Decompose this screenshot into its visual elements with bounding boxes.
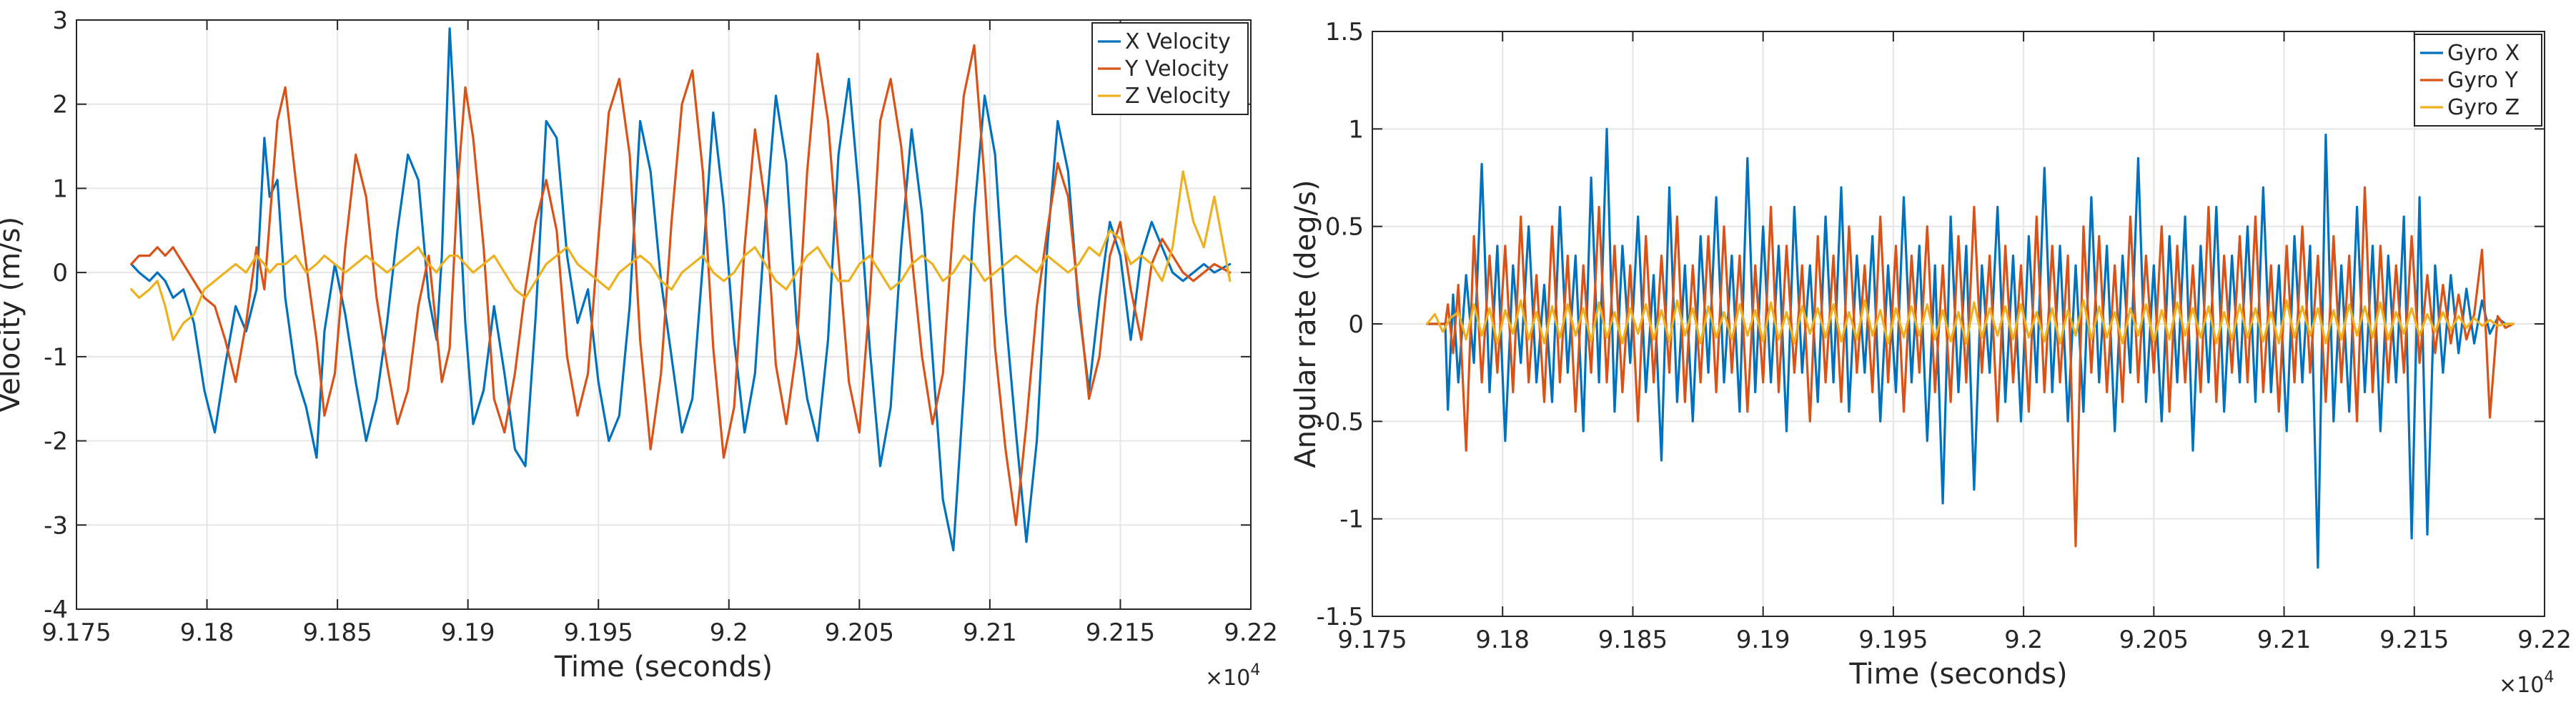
y-tick-label: 1 [1348,115,1364,144]
series-line-gyro-y [1425,186,2515,548]
velocity-chart: 9.175 9.18 9.185 9.19 9.195 9.2 9.205 9.21 9.215… [0,6,1278,691]
y-tick-label: -1 [1339,506,1364,534]
y-tick-label: -3 [44,511,68,540]
legend-entry: Gyro X [2447,41,2520,66]
gyro-x-axis-label: Time (seconds) [1848,658,2067,691]
legend-entry: Y Velocity [1124,56,1229,82]
y-tick-label: -0.5 [1317,408,1364,436]
x-tick-label: 9.195 [564,618,633,647]
x-tick-label: 9.175 [1337,626,1407,654]
velocity-series [130,27,1232,552]
y-tick-label: -1 [44,343,68,372]
gyro-chart: 9.175 9.18 9.185 9.19 9.195 9.2 9.205 9.21 9.215… [1289,18,2572,698]
x-tick-label: 9.18 [180,618,234,647]
y-tick-label: 1.5 [1325,18,1364,46]
series-line-gyro-z [1425,299,2515,345]
x-tick-label: 9.21 [963,618,1017,647]
legend-entry: Gyro Z [2447,95,2520,120]
series-line-y-velocity [130,44,1232,526]
x-tick-label: 9.18 [1475,626,1530,654]
velocity-axes-box [76,19,1252,610]
multiplier-base: ×10 [2499,673,2544,698]
x-tick-label: 9.19 [1736,626,1790,654]
gyro-series [1425,127,2515,569]
series-line-z-velocity [130,170,1232,341]
x-tick-label: 9.185 [302,618,372,647]
multiplier-exponent: 4 [1250,661,1260,679]
x-tick-label: 9.21 [2257,626,2312,654]
x-tick-label: 9.2 [710,618,748,647]
y-tick-label: 0 [52,259,68,287]
x-tick-label: 9.2 [2004,626,2043,654]
x-tick-label: 9.205 [825,618,894,647]
series-line-x-velocity [130,27,1232,552]
y-tick-label: 3 [52,6,68,35]
legend-entry: Gyro Y [2447,68,2519,93]
velocity-y-axis-label: Velocity (m/s) [0,217,26,413]
x-tick-label: 9.22 [1224,618,1278,647]
x-tick-label: 9.205 [2119,626,2189,654]
velocity-x-axis-label: Time (seconds) [554,651,773,684]
multiplier-base: ×10 [1205,666,1250,691]
y-tick-label: 0 [1348,310,1364,339]
legend-entry: Z Velocity [1125,84,1231,109]
x-tick-label: 9.195 [1858,626,1928,654]
gyro-x-multiplier: ×104 [2499,669,2554,698]
x-tick-label: 9.185 [1598,626,1668,654]
series-line-gyro-x [1425,127,2515,569]
y-tick-label: 2 [52,91,68,119]
x-tick-label: 9.19 [441,618,495,647]
multiplier-exponent: 4 [2544,669,2554,686]
gyro-y-axis-label: Angular rate (deg/s) [1289,179,1322,468]
y-tick-label: -1.5 [1317,603,1364,631]
y-tick-label: -2 [44,428,68,456]
x-tick-label: 9.215 [1086,618,1155,647]
velocity-x-multiplier: ×104 [1205,661,1260,691]
x-tick-label: 9.175 [41,618,111,647]
y-tick-label: -4 [44,596,68,624]
y-tick-label: 1 [52,174,68,203]
x-tick-label: 9.22 [2517,626,2572,654]
y-tick-label: 0.5 [1325,213,1364,242]
legend-entry: X Velocity [1125,29,1231,54]
x-tick-label: 9.215 [2379,626,2449,654]
